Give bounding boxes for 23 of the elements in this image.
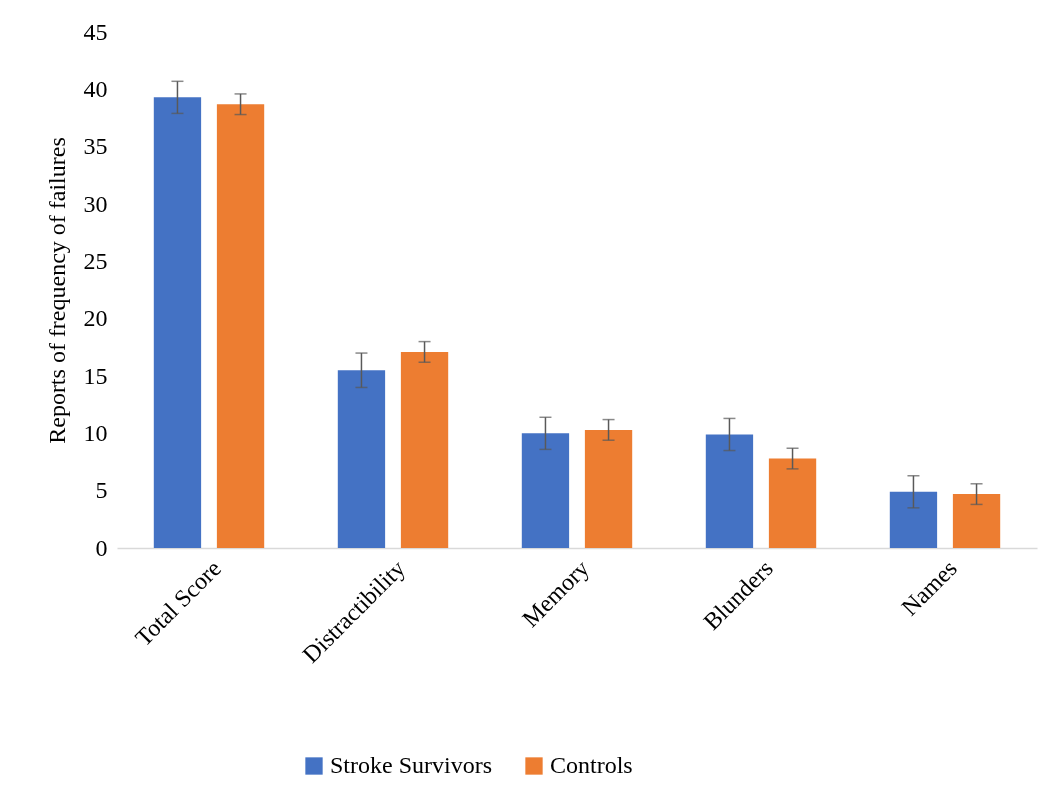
y-tick-label: 15 bbox=[83, 362, 108, 389]
y-tick-label: 0 bbox=[95, 534, 108, 561]
bar bbox=[952, 494, 1001, 548]
bar bbox=[337, 370, 386, 548]
bar bbox=[889, 491, 938, 548]
y-axis-title: Reports of frequency of failures bbox=[43, 137, 70, 444]
legend-label: Controls bbox=[550, 752, 633, 778]
y-tick-label: 45 bbox=[83, 18, 108, 45]
y-tick-label: 10 bbox=[83, 419, 108, 446]
bar bbox=[400, 351, 449, 548]
y-tick-label: 30 bbox=[83, 190, 108, 217]
y-tick-label: 20 bbox=[83, 305, 108, 332]
bar bbox=[705, 434, 754, 548]
y-tick-label: 40 bbox=[83, 75, 108, 102]
y-tick-label: 25 bbox=[83, 247, 108, 274]
bar bbox=[216, 104, 265, 548]
y-tick-label: 5 bbox=[95, 477, 108, 504]
bar bbox=[584, 429, 633, 548]
legend-label: Stroke Survivors bbox=[330, 752, 492, 778]
bar bbox=[521, 433, 570, 548]
bar bbox=[768, 458, 817, 548]
bar bbox=[153, 97, 202, 548]
y-tick-label: 35 bbox=[83, 133, 108, 160]
